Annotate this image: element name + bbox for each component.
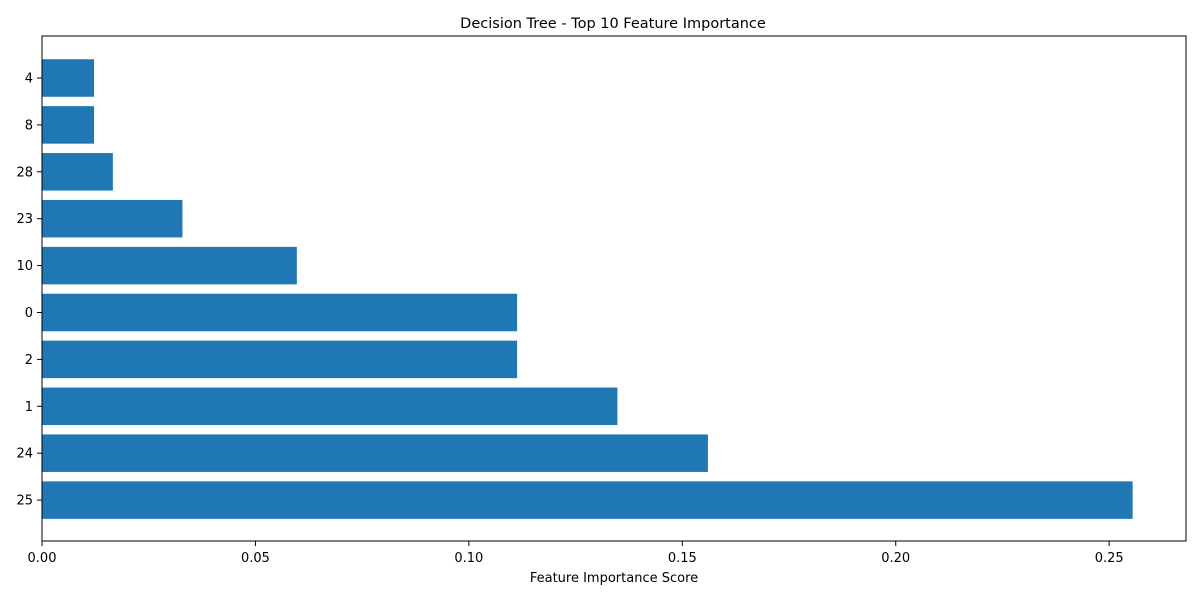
bars (42, 59, 1133, 519)
y-tick-label: 24 (16, 447, 33, 462)
bar-feature-0 (42, 293, 518, 332)
chart-title: Decision Tree - Top 10 Feature Importanc… (460, 16, 766, 32)
plot-frame (41, 35, 1187, 542)
x-tick-label: 0.00 (28, 551, 57, 566)
y-tick-label: 28 (16, 165, 33, 180)
x-tick-label: 0.05 (241, 551, 270, 566)
bar-feature-28 (42, 153, 113, 191)
y-tick-label: 2 (25, 353, 33, 368)
bar-feature-2 (42, 340, 518, 379)
bar-feature-4 (42, 59, 95, 97)
y-tick-label: 8 (25, 118, 33, 133)
y-tick-label: 25 (16, 494, 33, 509)
x-tick-label: 0.20 (881, 551, 910, 566)
bar-feature-1 (42, 387, 618, 426)
y-tick-label: 10 (16, 259, 33, 274)
bar-feature-10 (42, 246, 297, 285)
bar-feature-23 (42, 199, 183, 238)
y-tick-label: 23 (16, 212, 33, 227)
x-axis-label: Feature Importance Score (530, 571, 698, 586)
y-tick-label: 0 (25, 306, 33, 321)
x-axis-ticks: 0.00 0.05 0.10 0.15 0.20 0.25 (28, 541, 1124, 566)
x-tick-label: 0.25 (1095, 551, 1124, 566)
bar-feature-25 (42, 481, 1133, 519)
y-tick-label: 4 (25, 72, 33, 87)
bar-feature-8 (42, 106, 95, 144)
y-tick-label: 1 (25, 400, 33, 415)
x-tick-label: 0.15 (668, 551, 697, 566)
bar-feature-24 (42, 434, 708, 472)
x-tick-label: 0.10 (454, 551, 483, 566)
y-axis-ticks: 4 8 28 23 10 0 2 1 24 25 (16, 72, 42, 509)
